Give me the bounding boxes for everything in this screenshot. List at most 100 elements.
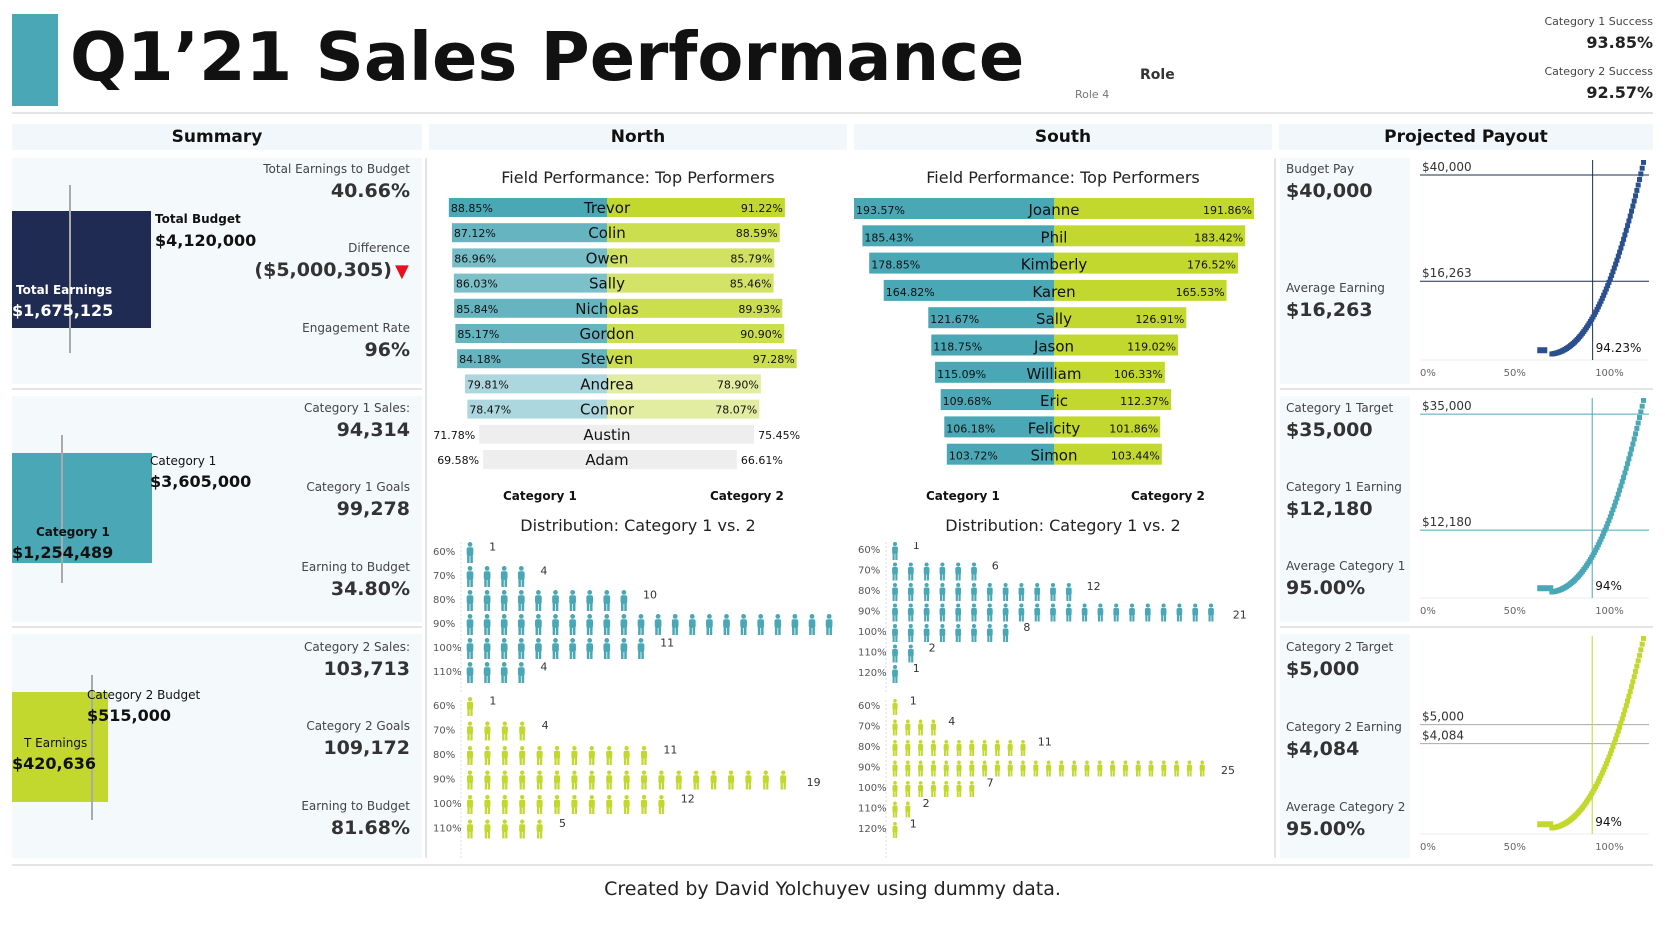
person-icon xyxy=(1135,760,1141,777)
person-icon xyxy=(552,590,559,611)
payout-point xyxy=(1622,707,1628,713)
category-1-value-label: 193.57% xyxy=(856,204,905,217)
person-icon xyxy=(586,614,594,635)
person-icon xyxy=(675,770,682,790)
category-1-bar xyxy=(854,198,1054,219)
payout-point xyxy=(1631,674,1637,680)
payout-point xyxy=(1598,298,1604,304)
payout-point xyxy=(1630,441,1636,447)
payout-point xyxy=(1625,223,1631,229)
category-2-bar xyxy=(607,198,785,217)
person-icon xyxy=(501,819,508,839)
bin-label: 100% xyxy=(433,643,462,654)
person-icon xyxy=(907,644,914,663)
x-tick-label: 100% xyxy=(1595,842,1624,853)
category-1-bar xyxy=(931,334,1054,356)
category-2-goals-value: 109,172 xyxy=(323,737,410,759)
payout-panel-category-1 xyxy=(1280,396,1410,622)
payout-point xyxy=(1605,283,1611,289)
category-1-value-label: 109.68% xyxy=(943,395,992,408)
person-icon xyxy=(536,770,543,790)
bin-count-label: 7 xyxy=(987,777,994,790)
bin-count-label: 4 xyxy=(542,719,549,732)
person-icon xyxy=(892,542,898,560)
person-icon xyxy=(1050,583,1056,601)
performer-name-label: Karen xyxy=(1032,283,1075,301)
person-icon xyxy=(536,819,543,839)
person-icon xyxy=(688,614,696,635)
person-icon xyxy=(620,614,628,635)
performer-name-label: Sally xyxy=(1036,310,1072,328)
payout-point xyxy=(1594,544,1600,550)
average-category-2-value: 95.00% xyxy=(1286,818,1366,840)
category-1-value-label: 121.67% xyxy=(930,313,979,326)
south-category-1-axis-label: Category 1 xyxy=(926,489,1000,503)
person-icon xyxy=(943,760,949,777)
category-1-earning-to-budget-label: Earning to Budget xyxy=(301,560,410,574)
payout-point xyxy=(1598,773,1604,779)
person-icon xyxy=(571,746,578,765)
person-icon xyxy=(500,614,508,635)
person-icon xyxy=(466,746,474,765)
payout-point xyxy=(1602,527,1608,533)
payout-point xyxy=(1609,747,1615,753)
north-distribution-chart: 60%170%480%1090%22100%11110%460%170%480%… xyxy=(433,542,833,858)
section-header-projected-payout: Projected Payout xyxy=(1279,124,1653,150)
person-icon xyxy=(553,746,561,765)
category-2-bar xyxy=(607,374,761,394)
payout-point xyxy=(1615,253,1621,259)
bin-label: 80% xyxy=(858,586,880,597)
average-category-1-label: Average Category 1 xyxy=(1286,559,1406,573)
category-1-earning-label: Category 1 Earning xyxy=(1286,480,1402,494)
footer-divider xyxy=(12,864,1653,866)
person-icon xyxy=(620,590,628,611)
person-icon xyxy=(740,614,747,635)
person-icon xyxy=(727,770,735,790)
x-tick-label: 0% xyxy=(1420,606,1436,617)
person-icon xyxy=(484,819,491,839)
person-icon xyxy=(907,583,914,601)
person-icon xyxy=(654,614,662,635)
person-icon xyxy=(1065,603,1072,622)
bin-count-label: 12 xyxy=(1087,580,1101,593)
category-2-value-label: 112.37% xyxy=(1120,395,1169,408)
category-2-value-label: 75.45% xyxy=(758,429,800,442)
bin-count-label: 1 xyxy=(489,542,496,554)
category-1-success-label: Category 1 Success xyxy=(1544,15,1653,28)
role-filter-value[interactable]: Role 4 xyxy=(1075,88,1110,101)
bin-count-label: 11 xyxy=(1038,736,1052,749)
person-icon xyxy=(956,781,962,797)
category-1-bar xyxy=(454,298,607,318)
payout-point xyxy=(1626,218,1632,224)
bin-count-label: 1 xyxy=(910,695,917,708)
person-icon xyxy=(923,583,930,601)
performer-name-label: Simon xyxy=(1031,447,1078,465)
person-icon xyxy=(892,760,898,777)
payout-point xyxy=(1607,514,1613,520)
category-2-bar xyxy=(607,273,774,293)
payout-point xyxy=(1605,757,1611,763)
person-icon xyxy=(501,795,508,814)
category-1-bar xyxy=(940,389,1054,411)
person-icon xyxy=(552,614,559,635)
person-icon xyxy=(519,721,526,741)
person-icon xyxy=(1113,603,1120,622)
category-1-value-label: 164.82% xyxy=(886,286,935,299)
person-icon xyxy=(892,624,898,642)
column-divider xyxy=(425,158,427,858)
bin-label: 110% xyxy=(433,667,462,678)
summary-divider xyxy=(12,626,422,628)
payout-point xyxy=(1593,783,1599,789)
south-category-2-axis-label: Category 2 xyxy=(1131,489,1205,503)
payout-point xyxy=(1621,474,1627,480)
payout-category-1-scatter: $35,000 $12,180 94% 0% 50% 100% xyxy=(1420,398,1649,617)
category-2-value-label: 85.79% xyxy=(730,252,772,265)
bin-label: 70% xyxy=(858,566,880,577)
person-icon xyxy=(571,770,578,790)
category-1-value-label: 84.18% xyxy=(459,353,501,366)
person-icon xyxy=(483,614,491,635)
person-icon xyxy=(484,746,491,765)
payout-point xyxy=(1615,491,1621,497)
category-2-earnings-value: $420,636 xyxy=(12,754,97,773)
